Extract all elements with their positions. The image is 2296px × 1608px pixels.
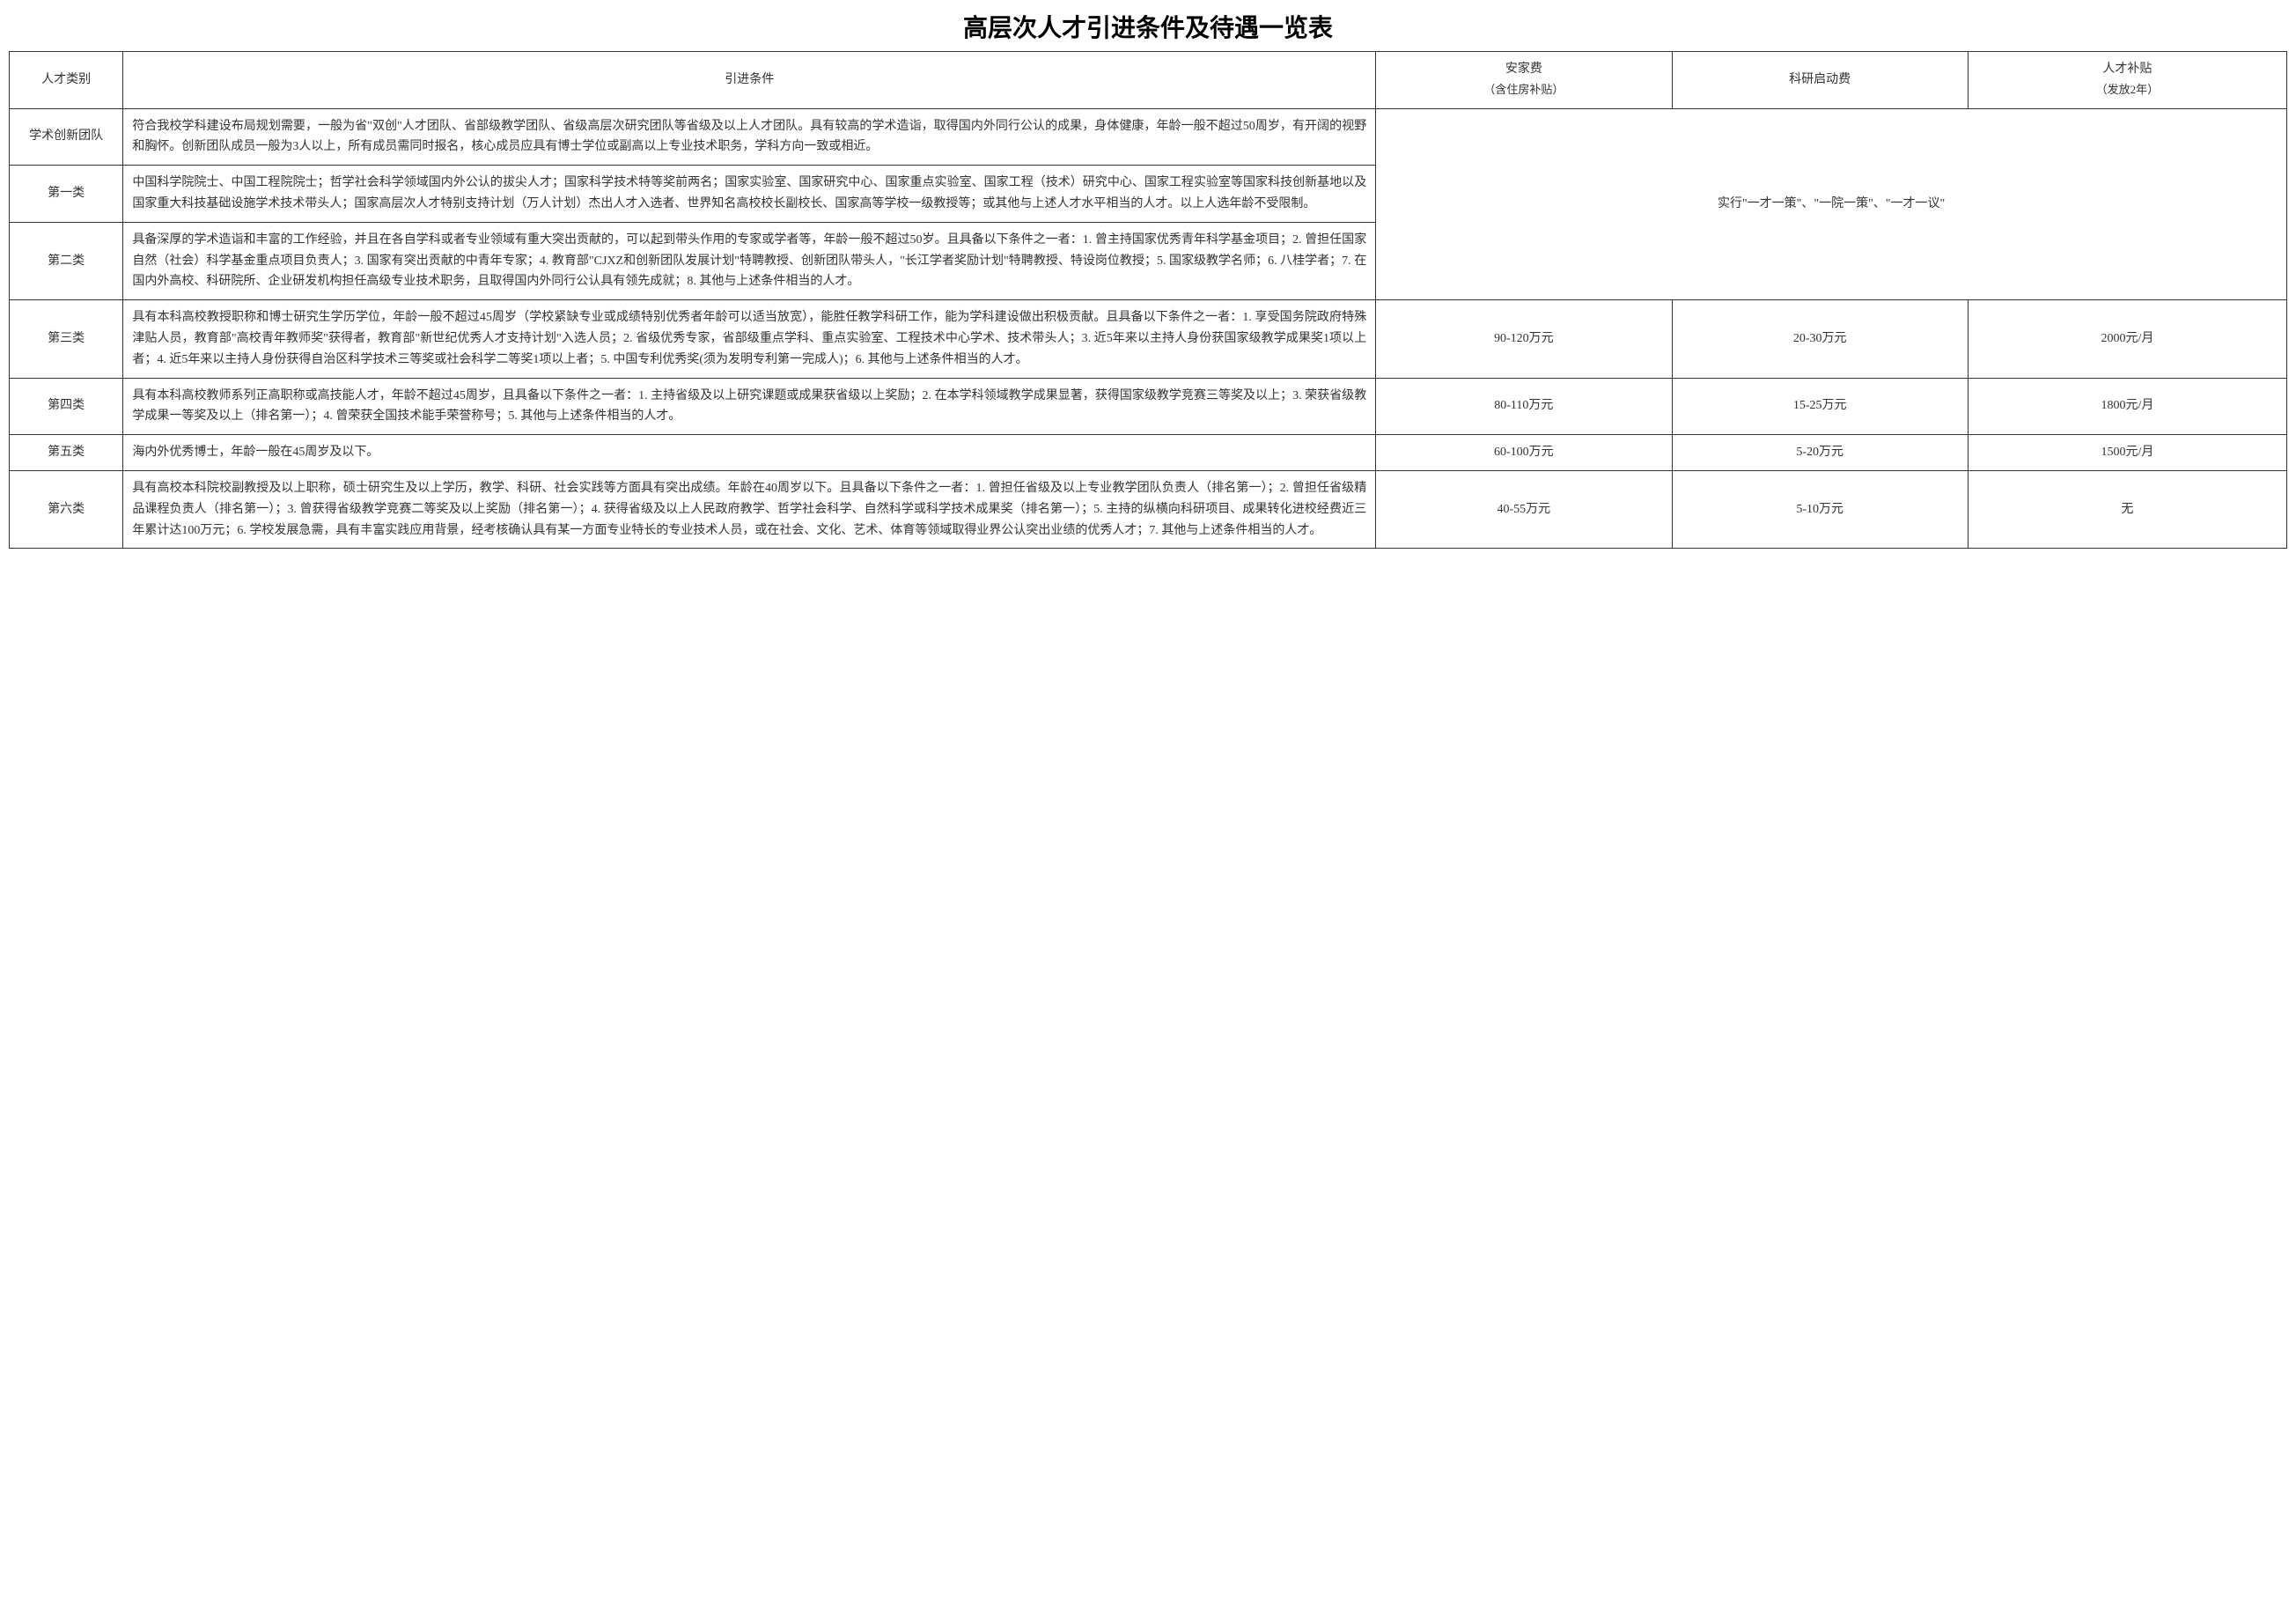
- research-fee-cell: 5-10万元: [1672, 470, 1968, 548]
- page-title: 高层次人才引进条件及待遇一览表: [9, 9, 2287, 44]
- subsidy-cell: 无: [1968, 470, 2286, 548]
- settle-fee-cell: 40-55万元: [1376, 470, 1672, 548]
- category-cell: 第二类: [10, 222, 123, 299]
- condition-cell: 具备深厚的学术造诣和丰富的工作经验，并且在各自学科或者专业领域有重大突出贡献的，…: [123, 222, 1376, 299]
- category-cell: 学术创新团队: [10, 108, 123, 166]
- table-row: 第三类 具有本科高校教授职称和博士研究生学历学位，年龄一般不超过45周岁（学校紧…: [10, 300, 2287, 378]
- condition-cell: 海内外优秀博士，年龄一般在45周岁及以下。: [123, 435, 1376, 471]
- settle-fee-cell: 60-100万元: [1376, 435, 1672, 471]
- category-cell: 第四类: [10, 378, 123, 435]
- table-row: 第六类 具有高校本科院校副教授及以上职称，硕士研究生及以上学历，教学、科研、社会…: [10, 470, 2287, 548]
- subsidy-cell: 1800元/月: [1968, 378, 2286, 435]
- header-subsidy-main: 人才补贴: [2102, 63, 2152, 76]
- table-row: 学术创新团队 符合我校学科建设布局规划需要，一般为省"双创"人才团队、省部级教学…: [10, 108, 2287, 166]
- settle-fee-cell: 80-110万元: [1376, 378, 1672, 435]
- header-settle-fee-sub: （含住房补贴）: [1483, 83, 1564, 96]
- settle-fee-cell: 90-120万元: [1376, 300, 1672, 378]
- header-settle-fee-main: 安家费: [1505, 63, 1542, 76]
- header-subsidy-sub: （发放2年）: [2096, 83, 2160, 96]
- condition-cell: 具有本科高校教师系列正高职称或高技能人才，年龄不超过45周岁，且具备以下条件之一…: [123, 378, 1376, 435]
- header-conditions: 引进条件: [123, 52, 1376, 109]
- condition-cell: 中国科学院院士、中国工程院院士；哲学社会科学领域国内外公认的拔尖人才；国家科学技…: [123, 166, 1376, 223]
- subsidy-cell: 2000元/月: [1968, 300, 2286, 378]
- category-cell: 第六类: [10, 470, 123, 548]
- category-cell: 第五类: [10, 435, 123, 471]
- header-category: 人才类别: [10, 52, 123, 109]
- subsidy-cell: 1500元/月: [1968, 435, 2286, 471]
- condition-cell: 具有本科高校教授职称和博士研究生学历学位，年龄一般不超过45周岁（学校紧缺专业或…: [123, 300, 1376, 378]
- category-cell: 第一类: [10, 166, 123, 223]
- research-fee-cell: 15-25万元: [1672, 378, 1968, 435]
- header-settle-fee: 安家费 （含住房补贴）: [1376, 52, 1672, 109]
- research-fee-cell: 20-30万元: [1672, 300, 1968, 378]
- table-row: 第四类 具有本科高校教师系列正高职称或高技能人才，年龄不超过45周岁，且具备以下…: [10, 378, 2287, 435]
- table-header-row: 人才类别 引进条件 安家费 （含住房补贴） 科研启动费 人才补贴 （发放2年）: [10, 52, 2287, 109]
- header-research-fee: 科研启动费: [1672, 52, 1968, 109]
- condition-cell: 符合我校学科建设布局规划需要，一般为省"双创"人才团队、省部级教学团队、省级高层…: [123, 108, 1376, 166]
- category-cell: 第三类: [10, 300, 123, 378]
- condition-cell: 具有高校本科院校副教授及以上职称，硕士研究生及以上学历，教学、科研、社会实践等方…: [123, 470, 1376, 548]
- talent-table: 人才类别 引进条件 安家费 （含住房补贴） 科研启动费 人才补贴 （发放2年） …: [9, 51, 2287, 549]
- merged-policy-cell: 实行"一才一策"、"一院一策"、"一才一议": [1376, 108, 2287, 300]
- table-row: 第五类 海内外优秀博士，年龄一般在45周岁及以下。 60-100万元 5-20万…: [10, 435, 2287, 471]
- research-fee-cell: 5-20万元: [1672, 435, 1968, 471]
- header-subsidy: 人才补贴 （发放2年）: [1968, 52, 2286, 109]
